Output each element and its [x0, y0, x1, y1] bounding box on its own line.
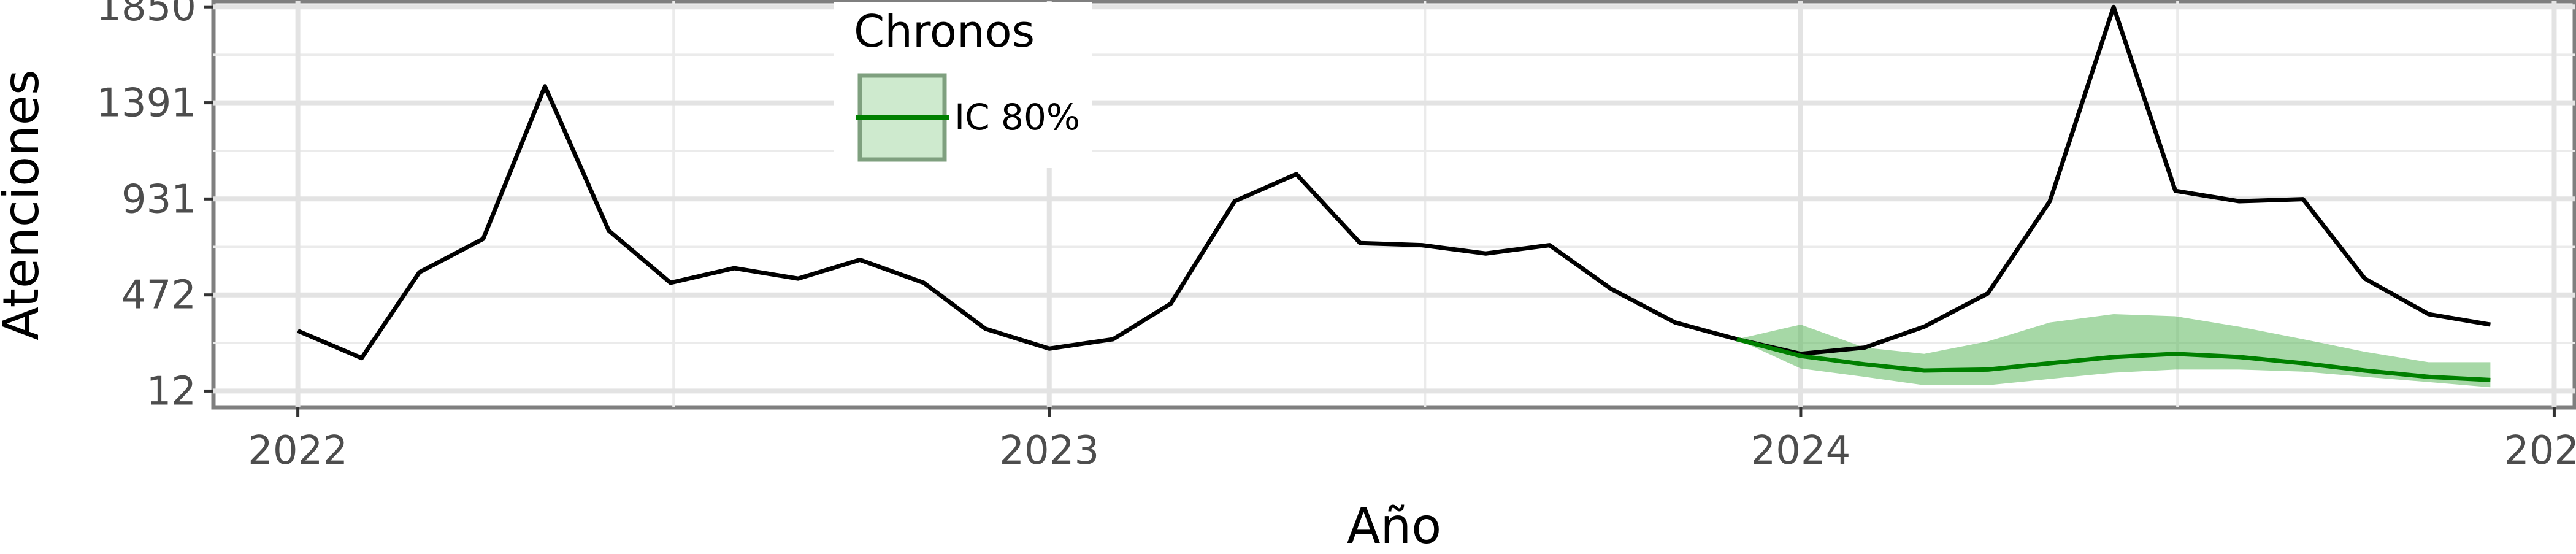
legend-title: Chronos [854, 6, 1035, 57]
observed-series-line [297, 4, 2491, 361]
series-lines-layer [297, 4, 2491, 382]
y-axis-ticks: 12 472 931 1391 1850 [96, 0, 213, 414]
x-tick-label: 2022 [248, 428, 348, 474]
x-tick-label: 2024 [1750, 428, 1850, 474]
legend-background [834, 2, 1092, 168]
legend-entry-label: IC 80% [954, 96, 1080, 138]
x-tick-label: 2023 [999, 428, 1099, 474]
y-axis-title: Atenciones [0, 69, 50, 340]
x-axis-title: Año [1347, 498, 1441, 554]
y-tick-label: 472 [121, 273, 196, 318]
y-tick-label: 12 [147, 369, 196, 414]
y-tick-label: 1391 [96, 81, 196, 126]
y-tick-label: 1850 [96, 0, 196, 30]
legend: Chronos IC 80% [834, 2, 1092, 168]
x-axis-ticks: 2022 2023 2024 2025 [248, 407, 2576, 474]
x-tick-label: 2025 [2504, 428, 2576, 474]
forecast-series-line [1736, 337, 2491, 382]
y-tick-label: 931 [121, 177, 196, 222]
